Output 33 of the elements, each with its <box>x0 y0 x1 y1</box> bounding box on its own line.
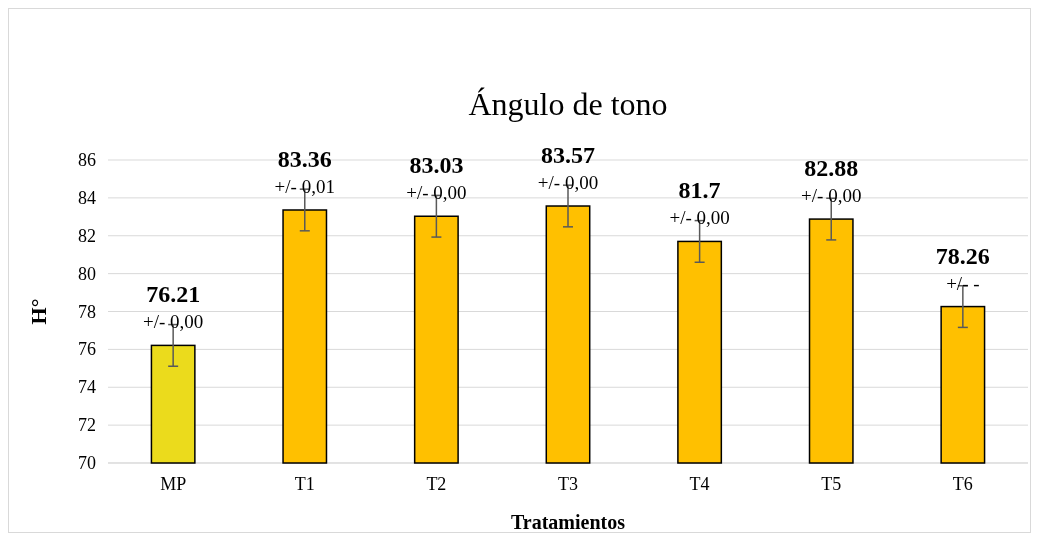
y-tick-label: 82 <box>78 225 96 246</box>
annotation: +/- 0,00 <box>406 182 467 204</box>
x-tick-label: T4 <box>689 474 710 494</box>
x-tick-label: T6 <box>952 474 973 494</box>
x-axis-title: Tratamientos <box>510 511 626 533</box>
annotation: +/- 0,00 <box>142 311 204 333</box>
y-tick-label: 86 <box>78 150 96 170</box>
data-label: 78.26 <box>935 242 990 269</box>
x-tick-label: MP <box>160 474 187 494</box>
y-axis-title: H° <box>26 298 51 325</box>
annotation: +/- - <box>946 272 980 294</box>
annotation: +/- 0,00 <box>669 207 730 229</box>
x-tick-label: T2 <box>426 474 447 494</box>
data-label: 81.7 <box>678 177 721 204</box>
data-label: 82.88 <box>804 155 859 182</box>
annotation: +/- 0,00 <box>537 172 599 194</box>
x-tick-label: T5 <box>821 474 842 494</box>
data-label: 83.03 <box>409 152 464 179</box>
y-tick-label: 78 <box>78 301 96 322</box>
y-tick-label: 74 <box>78 377 96 398</box>
x-tick-label: T1 <box>294 474 315 494</box>
y-tick-label: 72 <box>78 415 96 436</box>
annotation: +/- 0,01 <box>274 175 335 197</box>
y-tick-label: 70 <box>78 453 96 473</box>
chart-title: Ángulo de tono <box>468 86 668 122</box>
data-label: 83.57 <box>541 142 595 169</box>
data-label: 76.21 <box>146 281 201 308</box>
annotation: +/- 0,00 <box>801 185 862 207</box>
data-label: 83.36 <box>277 145 332 172</box>
y-tick-label: 80 <box>78 263 96 284</box>
y-tick-label: 76 <box>78 339 96 360</box>
x-tick-label: T3 <box>558 474 578 494</box>
y-tick-label: 84 <box>78 187 96 208</box>
